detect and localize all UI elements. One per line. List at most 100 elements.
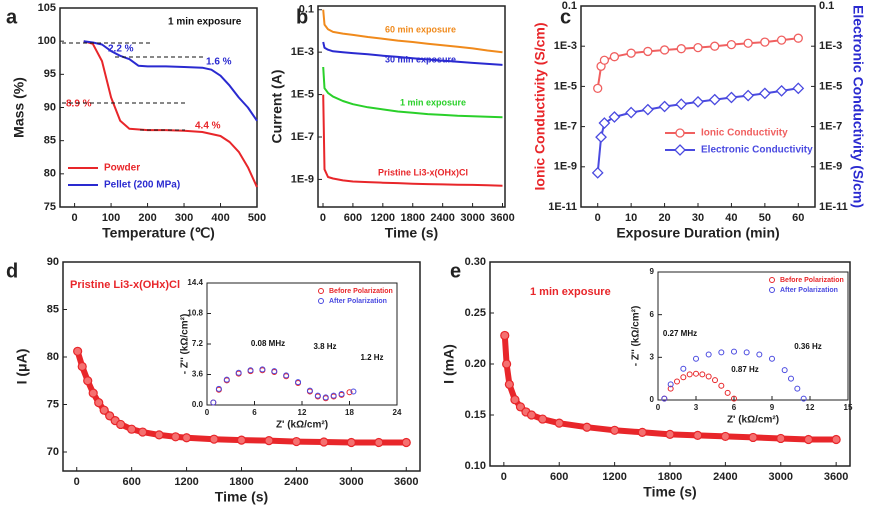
y-tick-label: 85 (44, 135, 56, 147)
x-tick-label: 1800 (658, 471, 682, 483)
data-point (330, 392, 337, 399)
legend-label: After Polarization (329, 298, 387, 305)
y-tick-label: 0.0 (192, 400, 204, 409)
y-axis-label: Current (A) (269, 70, 285, 144)
x-tick-label: 2400 (713, 471, 737, 483)
y-tick-label: 1E-5 (291, 88, 314, 100)
data-point (215, 385, 222, 392)
data-point (350, 388, 357, 395)
data-point (210, 399, 217, 406)
x-tick-label: 3000 (339, 476, 363, 488)
series-line (322, 41, 503, 66)
data-point (674, 378, 680, 385)
x-tick-label: 6 (252, 408, 257, 417)
data-point (599, 55, 610, 65)
data-point (667, 385, 674, 392)
x-tick-label: 0 (595, 212, 601, 224)
y-tick-label: 85 (47, 303, 59, 315)
data-point (705, 373, 712, 380)
data-point (170, 432, 181, 442)
x-tick-label: 3000 (769, 471, 793, 483)
x-axis-label: Z' (kΩ/cm²) (727, 415, 779, 426)
y2-tick-label: 1E-11 (819, 201, 848, 213)
legend-label: Powder (104, 163, 140, 174)
y-axis-label: I (μA) (14, 349, 30, 385)
x-tick-label: 2400 (284, 476, 308, 488)
y-tick-label: 3.6 (192, 370, 204, 379)
x-tick-label: 3600 (824, 471, 848, 483)
data-point (502, 359, 512, 369)
data-point (792, 82, 805, 95)
data-point (295, 379, 302, 386)
y-tick-label: 1E-11 (548, 201, 577, 213)
annotation: 2.2 % (108, 44, 134, 55)
y-tick-label: 0.1 (562, 0, 577, 12)
x-axis-label: Time (s) (215, 489, 268, 505)
data-point (675, 98, 688, 111)
data-point (598, 117, 611, 129)
data-point (725, 91, 738, 104)
y-tick-label: 6 (650, 310, 655, 319)
data-point (318, 298, 324, 304)
x-tick-label: 100 (102, 212, 120, 224)
y-tick-label: 14.4 (187, 278, 203, 287)
data-point (756, 351, 763, 358)
data-point (306, 387, 313, 394)
panel-label: d (6, 260, 18, 282)
x-tick-label: 15 (844, 403, 853, 412)
x-tick-label: 2400 (430, 212, 454, 224)
x-tick-label: 600 (122, 476, 140, 488)
data-point (401, 437, 411, 448)
y-tick-label: 1E-3 (554, 40, 577, 52)
y-tick-label: 0.15 (465, 409, 486, 421)
data-point (803, 434, 814, 445)
y-tick-label: 3 (650, 352, 655, 361)
x-tick-label: 0 (501, 471, 507, 483)
x-axis-label: Time (s) (385, 225, 438, 241)
x-tick-label: 50 (759, 212, 771, 224)
data-point (291, 436, 302, 447)
x-tick-label: 200 (138, 212, 156, 224)
legend-label: Before Polarization (780, 277, 844, 284)
legend-label: Electronic Conductivity (701, 145, 813, 156)
annotation: 4.4 % (195, 121, 221, 132)
data-point (693, 355, 699, 362)
data-point (259, 366, 266, 373)
data-point (693, 370, 699, 377)
data-point (680, 374, 687, 381)
y2-tick-label: 0.1 (819, 0, 834, 12)
y-tick-label: 80 (47, 351, 59, 363)
data-point (699, 371, 706, 378)
panel-label: e (450, 260, 461, 282)
data-point (710, 41, 720, 51)
y-tick-label: 90 (47, 256, 59, 268)
data-point (526, 410, 537, 420)
y-tick-label: 1E-7 (554, 121, 577, 133)
series-label: 30 min exposure (385, 54, 456, 64)
y2-tick-label: 1E-9 (819, 161, 842, 173)
annotation: 0.27 MHz (663, 329, 697, 338)
data-point (127, 424, 137, 434)
x-tick-label: 1200 (371, 212, 395, 224)
panel-label: b (296, 6, 308, 28)
plot-area (206, 282, 398, 406)
y-axis-label: - Z'' (kΩ/cm²) (631, 306, 642, 367)
x-tick-label: 12 (298, 408, 307, 417)
data-point (625, 106, 638, 119)
series-line (322, 9, 503, 54)
data-point (235, 369, 242, 376)
legend-label: Before Polarization (329, 288, 393, 295)
y-axis-label: Mass (%) (11, 77, 27, 138)
data-point (609, 52, 620, 62)
data-point (800, 395, 807, 402)
panel: 0 600 1200 1800 2400 3000 3600 0.1 1E-3 1E-5 1E-7 1… (269, 4, 515, 241)
x-tick-label: 18 (345, 408, 354, 417)
y2-tick-label: 1E-7 (819, 121, 842, 133)
data-point (94, 398, 104, 408)
x-axis-label: Exposure Duration (min) (616, 225, 779, 241)
x-tick-label: 600 (550, 471, 568, 483)
y-tick-label: 1E-3 (291, 46, 314, 58)
data-point (667, 381, 674, 388)
data-point (643, 46, 653, 57)
x-tick-label: 500 (248, 212, 266, 224)
